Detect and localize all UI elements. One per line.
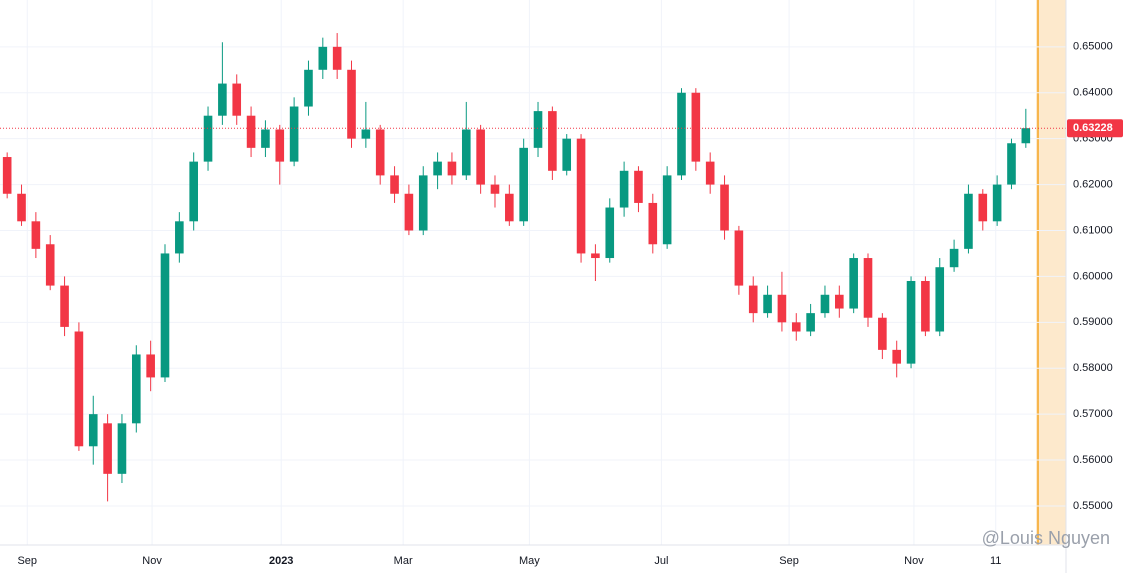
candle-body bbox=[318, 46, 328, 70]
candle-body bbox=[878, 317, 887, 350]
x-tick-label: May bbox=[519, 555, 540, 567]
candle-body bbox=[131, 354, 141, 424]
candle-body bbox=[562, 138, 572, 171]
candle-body bbox=[949, 248, 959, 268]
candle-body bbox=[304, 69, 313, 107]
candle-body bbox=[648, 202, 658, 245]
candle-body bbox=[978, 193, 988, 222]
y-tick-label: 0.65000 bbox=[1073, 41, 1113, 53]
x-tick-label: Nov bbox=[904, 555, 924, 567]
candle-body bbox=[820, 294, 830, 314]
candle-body bbox=[361, 129, 371, 139]
candle-body bbox=[146, 354, 155, 378]
candle-body bbox=[921, 280, 930, 332]
candle-body bbox=[720, 184, 729, 231]
candle-body bbox=[203, 115, 213, 162]
highlight-band bbox=[1036, 0, 1066, 545]
x-tick-label: Jul bbox=[654, 555, 668, 567]
candle-body bbox=[246, 115, 256, 148]
candle-body bbox=[505, 193, 514, 222]
candle-body bbox=[117, 423, 127, 474]
candle-body bbox=[734, 230, 744, 286]
candle-body bbox=[519, 147, 528, 222]
candle-body bbox=[992, 184, 1002, 222]
y-tick-label: 0.58000 bbox=[1073, 362, 1113, 374]
y-tick-label: 0.60000 bbox=[1073, 270, 1113, 282]
y-tick-label: 0.55000 bbox=[1073, 500, 1113, 512]
x-tick-label: Nov bbox=[142, 555, 162, 567]
candle-body bbox=[906, 280, 916, 364]
candle-body bbox=[835, 294, 844, 309]
candle-body bbox=[160, 253, 170, 378]
candle-body bbox=[461, 129, 471, 176]
candle-body bbox=[404, 193, 414, 231]
candle-body bbox=[332, 46, 342, 70]
x-tick-label: 11 bbox=[990, 555, 1001, 567]
candle-body bbox=[634, 170, 643, 203]
candle-body bbox=[1007, 143, 1016, 185]
candle-body bbox=[662, 175, 672, 245]
candle-body bbox=[548, 111, 557, 171]
x-tick-label: Mar bbox=[394, 555, 413, 567]
candle-body bbox=[490, 184, 500, 194]
candle-body bbox=[705, 161, 715, 185]
candle-body bbox=[390, 175, 399, 194]
x-tick-label: Sep bbox=[17, 555, 37, 567]
last-price-box bbox=[1067, 119, 1123, 138]
x-tick-label: 2023 bbox=[269, 555, 293, 567]
y-tick-label: 0.62000 bbox=[1073, 178, 1113, 190]
candle-body bbox=[935, 267, 945, 332]
candle-body bbox=[533, 111, 543, 148]
candle-body bbox=[777, 294, 787, 323]
candle-body bbox=[476, 129, 485, 185]
y-tick-label: 0.64000 bbox=[1073, 87, 1113, 99]
candle-body bbox=[88, 414, 98, 447]
candle-body bbox=[576, 138, 586, 254]
candle-body bbox=[218, 83, 227, 116]
watermark: @Louis Nguyen bbox=[982, 528, 1110, 548]
candle-body bbox=[849, 258, 858, 309]
candle-body bbox=[375, 129, 385, 176]
candle-body bbox=[433, 161, 442, 176]
candle-body bbox=[1021, 128, 1031, 144]
candle-body bbox=[189, 161, 198, 222]
candle-body bbox=[103, 423, 112, 474]
candle-body bbox=[347, 69, 356, 139]
candle-body bbox=[175, 221, 184, 254]
candle-body bbox=[763, 294, 772, 314]
candle-body bbox=[677, 92, 686, 176]
candle-body bbox=[619, 170, 629, 208]
candle-body bbox=[892, 349, 902, 364]
candle-body bbox=[447, 161, 457, 176]
candle-body bbox=[74, 331, 84, 447]
y-tick-label: 0.61000 bbox=[1073, 224, 1113, 236]
candle-body bbox=[863, 258, 873, 318]
candle-body bbox=[605, 207, 615, 259]
candle-body bbox=[964, 193, 973, 249]
x-tick-label: Sep bbox=[779, 555, 799, 567]
candle-body bbox=[806, 313, 815, 332]
candle-body bbox=[791, 322, 801, 332]
candle-body bbox=[591, 253, 600, 259]
y-tick-label: 0.59000 bbox=[1073, 316, 1113, 328]
candle-body bbox=[232, 83, 242, 116]
candle-body bbox=[691, 92, 701, 162]
candle-body bbox=[418, 175, 428, 231]
candle-body bbox=[289, 106, 299, 162]
last-price-label: 0.63228 bbox=[1073, 122, 1113, 134]
candle-body bbox=[17, 193, 26, 222]
candle-body bbox=[748, 285, 758, 314]
candle-body bbox=[261, 129, 270, 148]
candle-body bbox=[60, 285, 69, 327]
candle-body bbox=[31, 221, 41, 249]
candle-body bbox=[45, 244, 55, 286]
y-tick-label: 0.56000 bbox=[1073, 454, 1113, 466]
candle-body bbox=[275, 129, 285, 162]
candle-body bbox=[2, 157, 12, 194]
y-tick-label: 0.57000 bbox=[1073, 408, 1113, 420]
